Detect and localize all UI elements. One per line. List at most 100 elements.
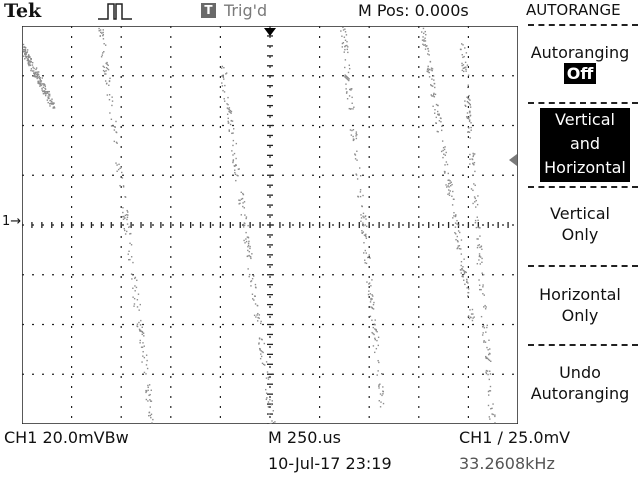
trace-sample bbox=[476, 203, 479, 206]
trace-sample bbox=[141, 326, 143, 328]
trace-sample bbox=[469, 111, 471, 114]
trace-sample bbox=[460, 272, 462, 274]
trace-sample bbox=[469, 115, 472, 117]
trace-sample bbox=[232, 144, 234, 147]
trace-sample bbox=[433, 82, 436, 85]
trace-sample bbox=[149, 400, 152, 402]
trace-sample bbox=[38, 75, 40, 78]
trace-sample bbox=[441, 125, 443, 128]
trace-sample bbox=[39, 76, 41, 79]
trace-sample bbox=[423, 40, 425, 42]
trace-sample bbox=[259, 357, 262, 360]
trace-sample bbox=[444, 171, 446, 173]
trace-sample bbox=[430, 84, 433, 87]
trace-sample bbox=[466, 278, 468, 281]
trace-sample bbox=[128, 258, 130, 261]
trigger-position-marker bbox=[264, 28, 276, 36]
trace-sample bbox=[248, 275, 250, 278]
trace-sample bbox=[25, 52, 27, 54]
vertical-and-horizontal-button[interactable]: Vertical and Horizontal bbox=[540, 108, 630, 182]
undo-autoranging-button[interactable]: Undo Autoranging bbox=[520, 362, 640, 404]
horizontal-only-button[interactable]: Horizontal Only bbox=[520, 284, 640, 326]
trace-sample bbox=[246, 255, 248, 258]
trace-sample bbox=[382, 393, 384, 395]
trace-sample bbox=[344, 59, 347, 61]
trace-sample bbox=[479, 227, 481, 229]
trace-sample bbox=[431, 95, 433, 97]
trace-sample bbox=[112, 125, 115, 127]
trace-sample bbox=[134, 285, 136, 287]
trace-sample bbox=[147, 389, 149, 392]
trace-sample bbox=[365, 237, 368, 239]
trace-sample bbox=[232, 132, 234, 134]
trace-sample bbox=[469, 103, 471, 106]
trace-sample bbox=[98, 27, 100, 30]
trace-sample bbox=[237, 168, 240, 170]
trace-sample bbox=[468, 120, 471, 123]
trace-sample bbox=[427, 65, 429, 68]
trace-sample bbox=[23, 46, 25, 48]
trace-sample bbox=[260, 350, 262, 352]
trace-sample bbox=[449, 190, 451, 192]
trace-sample bbox=[471, 158, 474, 161]
trace-sample bbox=[360, 217, 363, 219]
trace-sample bbox=[485, 357, 488, 360]
trace-sample bbox=[42, 90, 44, 93]
ch1-waveform-trace bbox=[22, 26, 496, 424]
trace-sample bbox=[422, 43, 424, 46]
trace-sample bbox=[461, 54, 463, 56]
trace-sample bbox=[130, 273, 133, 275]
trace-sample bbox=[44, 85, 47, 87]
trace-sample bbox=[249, 247, 251, 250]
trace-sample bbox=[228, 129, 230, 131]
trace-sample bbox=[465, 105, 467, 107]
trace-sample bbox=[446, 186, 448, 188]
trace-sample bbox=[108, 84, 110, 87]
trace-sample bbox=[424, 48, 427, 50]
trace-sample bbox=[369, 315, 372, 318]
trace-sample bbox=[355, 173, 357, 175]
trace-sample bbox=[440, 129, 443, 132]
trace-sample bbox=[139, 324, 142, 326]
trace-sample bbox=[347, 71, 350, 74]
trace-sample bbox=[149, 399, 151, 401]
trace-sample bbox=[483, 340, 485, 342]
trace-sample bbox=[346, 91, 348, 93]
trace-sample bbox=[485, 371, 487, 373]
trace-sample bbox=[133, 305, 135, 307]
trace-sample bbox=[466, 287, 468, 289]
trigger-level-marker bbox=[509, 154, 517, 166]
trace-sample bbox=[344, 45, 347, 47]
trace-sample bbox=[489, 418, 491, 420]
autoranging-toggle-button[interactable]: Autoranging Off bbox=[520, 42, 640, 84]
trace-sample bbox=[361, 230, 363, 232]
trace-sample bbox=[489, 390, 492, 392]
trace-sample bbox=[421, 39, 424, 41]
trace-sample bbox=[266, 397, 268, 399]
trace-sample bbox=[489, 353, 491, 355]
trace-sample bbox=[40, 80, 43, 82]
trace-sample bbox=[123, 215, 125, 218]
trace-sample bbox=[255, 316, 257, 318]
trace-sample bbox=[150, 416, 152, 419]
vertical-only-button[interactable]: Vertical Only bbox=[520, 203, 640, 245]
trace-sample bbox=[369, 301, 372, 303]
trace-sample bbox=[145, 391, 147, 394]
trace-sample bbox=[435, 103, 438, 106]
trace-sample bbox=[270, 403, 273, 406]
trace-sample bbox=[37, 81, 40, 83]
trace-sample bbox=[105, 73, 107, 75]
trace-sample bbox=[370, 285, 372, 287]
trace-sample bbox=[474, 197, 477, 200]
trace-sample bbox=[31, 61, 34, 64]
trace-sample bbox=[379, 383, 381, 385]
trace-sample bbox=[240, 214, 243, 216]
trace-sample bbox=[247, 268, 249, 270]
trace-sample bbox=[136, 299, 139, 301]
trace-sample bbox=[458, 247, 461, 250]
trace-sample bbox=[347, 51, 349, 54]
trace-sample bbox=[44, 93, 47, 95]
trace-sample bbox=[466, 64, 469, 66]
menu-separator bbox=[528, 24, 638, 26]
trace-sample bbox=[341, 35, 343, 37]
